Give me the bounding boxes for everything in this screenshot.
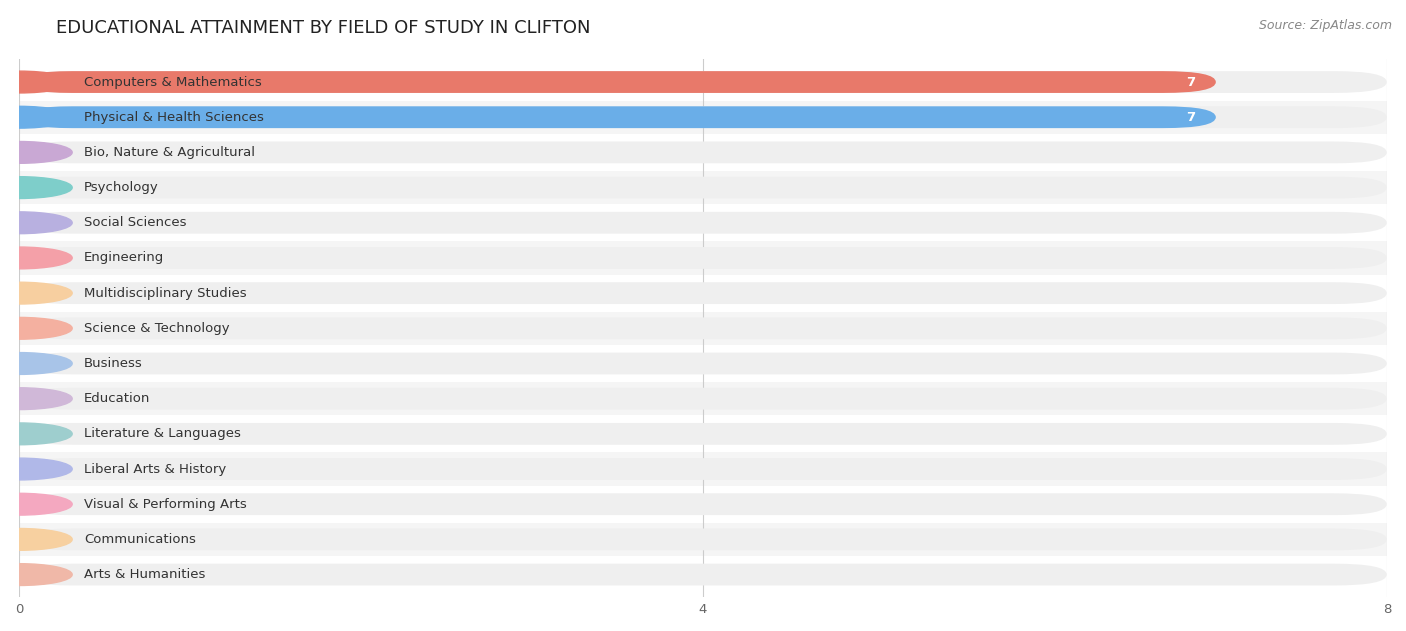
FancyBboxPatch shape: [20, 177, 1386, 199]
FancyBboxPatch shape: [20, 317, 1386, 339]
FancyBboxPatch shape: [20, 563, 1386, 586]
Circle shape: [0, 388, 72, 410]
Text: Psychology: Psychology: [84, 181, 159, 194]
FancyBboxPatch shape: [20, 141, 1386, 163]
Text: Bio, Nature & Agricultural: Bio, Nature & Agricultural: [84, 146, 254, 159]
Circle shape: [0, 423, 72, 445]
Bar: [20, 312, 1386, 345]
Bar: [20, 558, 1386, 591]
Circle shape: [0, 247, 72, 269]
Text: 0: 0: [51, 498, 58, 510]
Text: 0: 0: [51, 463, 58, 476]
Circle shape: [0, 353, 72, 374]
Text: Liberal Arts & History: Liberal Arts & History: [84, 463, 226, 476]
Circle shape: [0, 212, 72, 233]
Bar: [20, 241, 1386, 274]
Circle shape: [0, 71, 72, 93]
Text: 7: 7: [1187, 76, 1195, 88]
Text: 0: 0: [51, 357, 58, 370]
Bar: [20, 382, 1386, 415]
Text: 0: 0: [51, 286, 58, 300]
Bar: [20, 347, 1386, 380]
FancyBboxPatch shape: [20, 529, 1386, 550]
Circle shape: [0, 106, 72, 128]
Text: Communications: Communications: [84, 533, 195, 546]
Bar: [20, 417, 1386, 451]
Bar: [20, 488, 1386, 521]
Circle shape: [0, 563, 72, 586]
Bar: [20, 100, 1386, 134]
Text: Multidisciplinary Studies: Multidisciplinary Studies: [84, 286, 247, 300]
Text: 0: 0: [51, 533, 58, 546]
Text: Social Sciences: Social Sciences: [84, 216, 187, 229]
Text: Business: Business: [84, 357, 143, 370]
FancyBboxPatch shape: [20, 458, 1386, 480]
FancyBboxPatch shape: [20, 423, 1386, 445]
Bar: [20, 171, 1386, 204]
Text: 0: 0: [51, 392, 58, 405]
FancyBboxPatch shape: [20, 212, 1386, 233]
Text: Literature & Languages: Literature & Languages: [84, 427, 240, 440]
Bar: [20, 136, 1386, 169]
FancyBboxPatch shape: [20, 71, 1216, 93]
Bar: [20, 452, 1386, 486]
Circle shape: [0, 493, 72, 515]
Circle shape: [0, 458, 72, 480]
Text: Source: ZipAtlas.com: Source: ZipAtlas.com: [1258, 19, 1392, 32]
Text: Visual & Performing Arts: Visual & Performing Arts: [84, 498, 247, 510]
FancyBboxPatch shape: [20, 71, 1386, 93]
Bar: [20, 66, 1386, 98]
FancyBboxPatch shape: [20, 353, 1386, 374]
Text: 0: 0: [51, 568, 58, 581]
Bar: [20, 276, 1386, 310]
Bar: [20, 522, 1386, 556]
Text: 0: 0: [51, 322, 58, 335]
FancyBboxPatch shape: [20, 282, 1386, 304]
Text: 0: 0: [51, 181, 58, 194]
Circle shape: [0, 141, 72, 163]
Text: 0: 0: [51, 251, 58, 264]
FancyBboxPatch shape: [20, 247, 1386, 269]
Text: Science & Technology: Science & Technology: [84, 322, 229, 335]
Bar: [20, 206, 1386, 240]
Circle shape: [0, 317, 72, 339]
FancyBboxPatch shape: [20, 493, 1386, 515]
Text: EDUCATIONAL ATTAINMENT BY FIELD OF STUDY IN CLIFTON: EDUCATIONAL ATTAINMENT BY FIELD OF STUDY…: [56, 19, 591, 37]
Text: 0: 0: [51, 216, 58, 229]
Text: Physical & Health Sciences: Physical & Health Sciences: [84, 110, 264, 124]
Text: Computers & Mathematics: Computers & Mathematics: [84, 76, 262, 88]
Circle shape: [0, 282, 72, 304]
Text: 0: 0: [51, 146, 58, 159]
FancyBboxPatch shape: [20, 106, 1386, 128]
Circle shape: [0, 529, 72, 550]
Text: Engineering: Engineering: [84, 251, 165, 264]
FancyBboxPatch shape: [20, 106, 1216, 128]
Text: Education: Education: [84, 392, 150, 405]
Text: 7: 7: [1187, 110, 1195, 124]
Circle shape: [0, 177, 72, 199]
Text: 0: 0: [51, 427, 58, 440]
Text: Arts & Humanities: Arts & Humanities: [84, 568, 205, 581]
FancyBboxPatch shape: [20, 388, 1386, 410]
